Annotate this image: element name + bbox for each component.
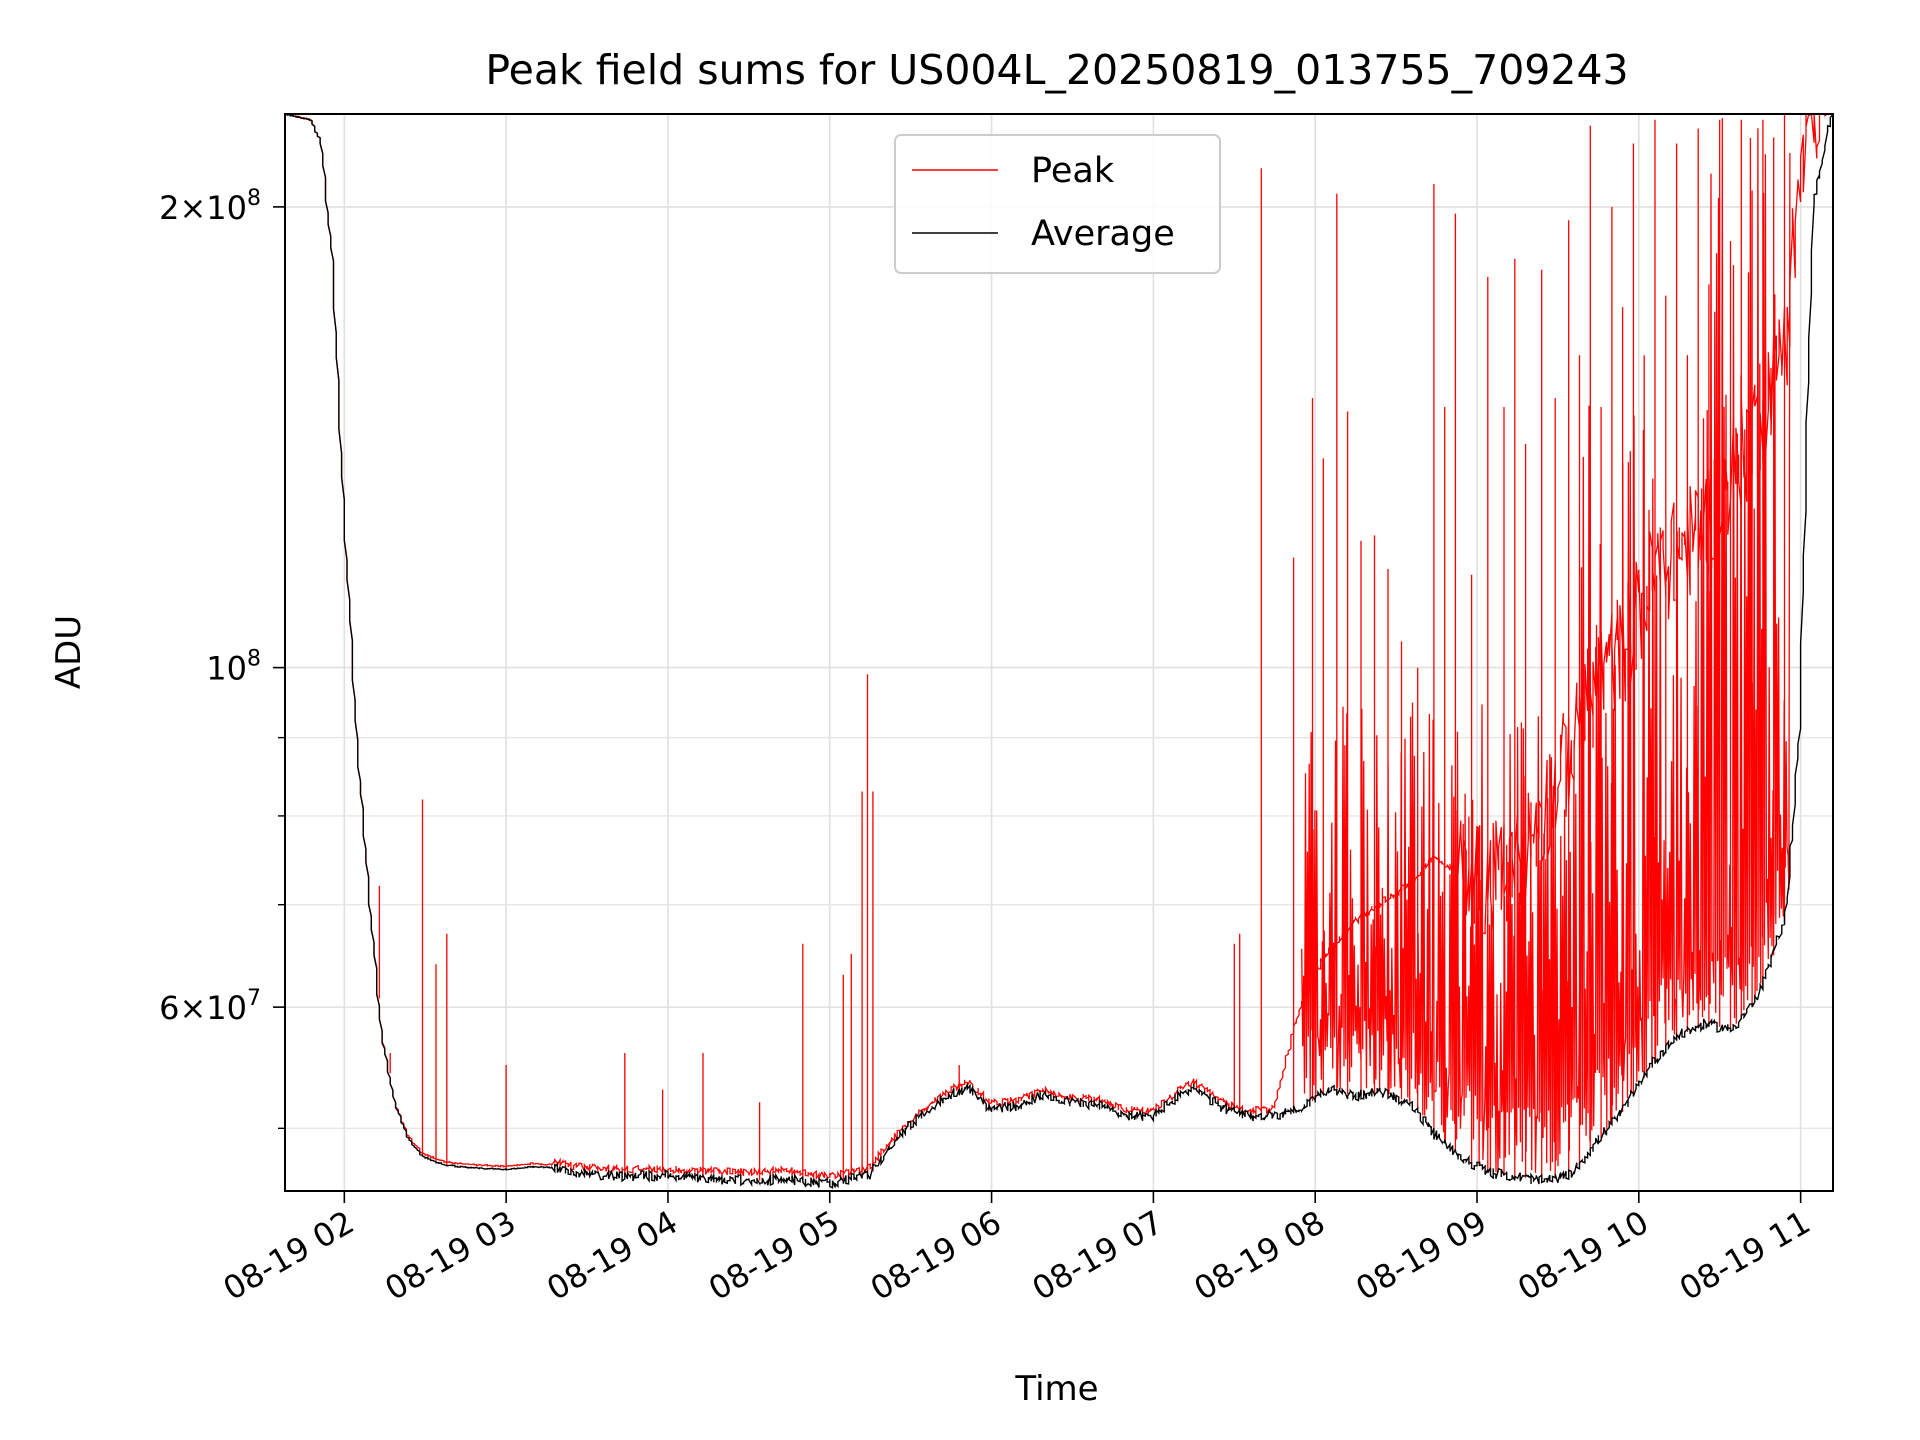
plot-frame	[284, 113, 1834, 1192]
average-series-line	[284, 113, 1834, 1189]
series-layer	[284, 112, 1834, 1189]
y-tick-label: 2×108	[159, 186, 261, 227]
y-axis-title: ADU	[49, 615, 89, 689]
x-axis-title: Time	[1014, 1369, 1098, 1409]
chart-title: Peak field sums for US004L_20250819_0137…	[485, 46, 1628, 94]
peak-series-spikes	[378, 114, 1791, 1181]
legend-peak-label: Peak	[1031, 151, 1115, 191]
y-axis: 6×107 108 2×108	[159, 186, 285, 1130]
y-tick-label: 6×107	[159, 986, 261, 1027]
y-tick-label: 108	[206, 647, 261, 688]
plot-area: 08-19 02 08-19 03 08-19 04 08-19 05 08-19 06…	[159, 112, 1834, 1308]
legend: Peak Average	[894, 134, 1221, 274]
legend-average-label: Average	[1031, 214, 1175, 254]
